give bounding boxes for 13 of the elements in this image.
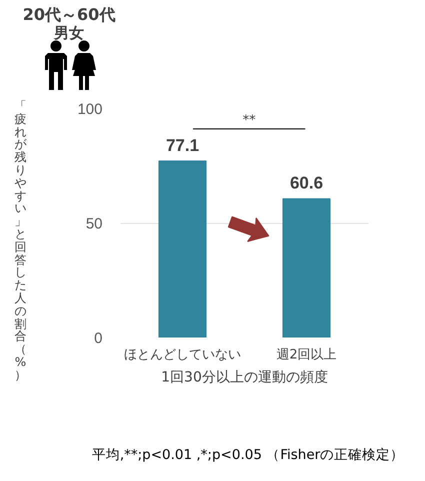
y-tick-label: 0 <box>94 330 102 347</box>
x-tick-label: 週2回以上 <box>276 348 337 362</box>
annotation: ** <box>242 112 256 128</box>
data-label: 77.1 <box>166 136 200 155</box>
x-axis-title: 1回30分以上の運動の頻度 <box>161 370 328 386</box>
chart-title: 20代～60代 <box>22 5 116 24</box>
text: 平均,**;p<0.01 ,*;p<0.05 （Fisherの正確検定） <box>90 446 406 464</box>
data-label: 60.6 <box>290 174 324 193</box>
y-tick-label: 50 <box>86 216 103 232</box>
y-tick-label: 100 <box>77 101 103 118</box>
text: 「疲れが残りやすい」と回答した人の割合（%） <box>14 99 26 382</box>
chart-subtitle: 男女 <box>52 24 85 42</box>
x-tick-label: ほとんどしていない <box>124 348 241 362</box>
